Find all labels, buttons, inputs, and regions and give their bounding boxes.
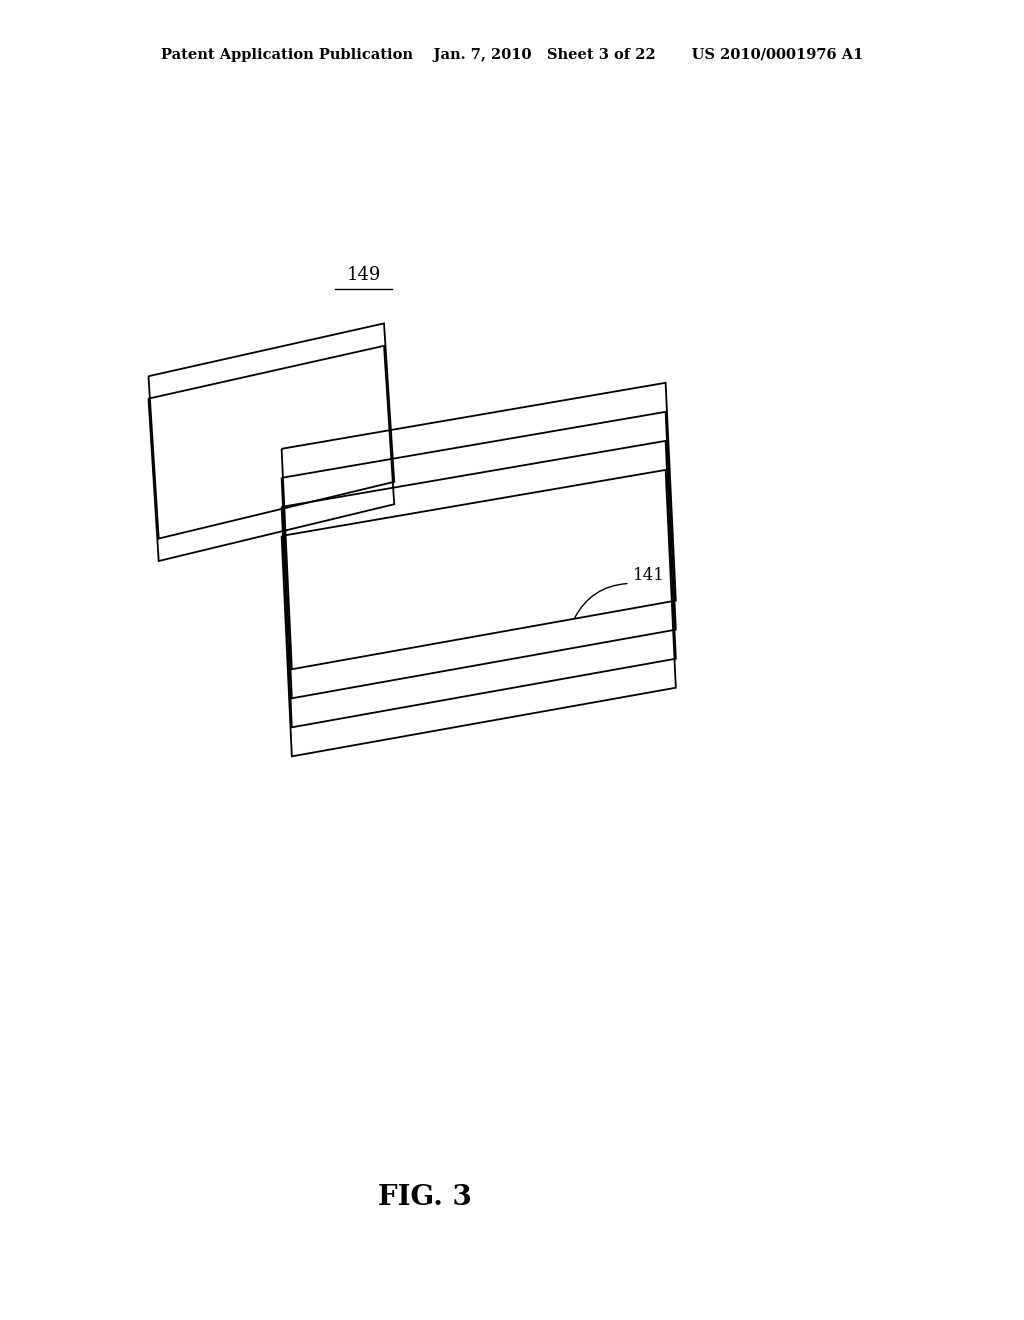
Text: Patent Application Publication    Jan. 7, 2010   Sheet 3 of 22       US 2010/000: Patent Application Publication Jan. 7, 2…	[161, 48, 863, 62]
Text: 149: 149	[346, 265, 381, 284]
Text: FIG. 3: FIG. 3	[378, 1184, 472, 1210]
Text: 141: 141	[633, 568, 665, 583]
